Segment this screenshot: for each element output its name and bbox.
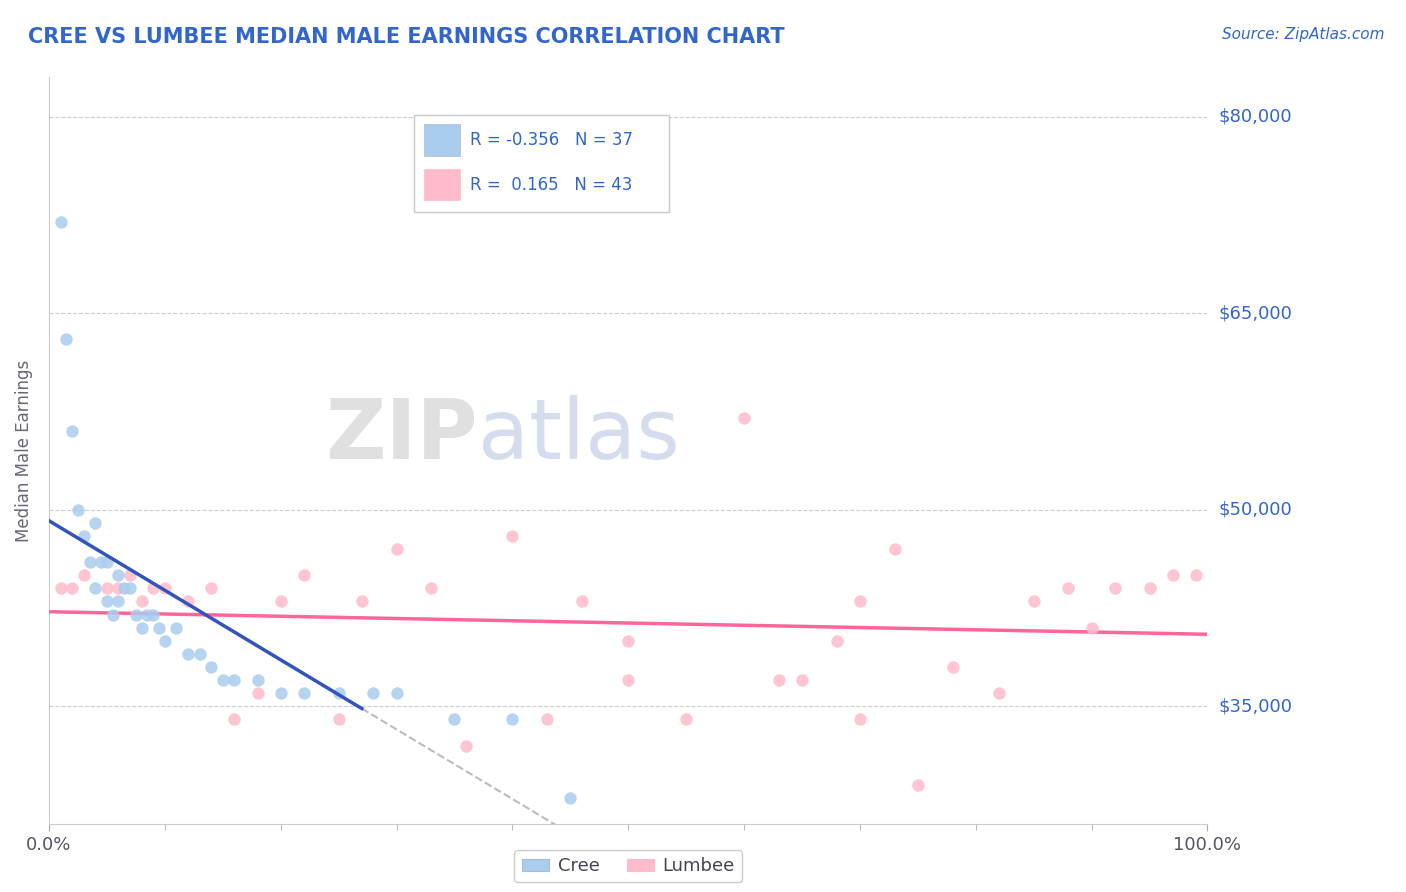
Point: [142, 607, 165, 622]
Point: [66, 503, 89, 517]
Point: [73, 529, 96, 543]
Point: [177, 594, 200, 608]
Text: Source: ZipAtlas.com: Source: ZipAtlas.com: [1222, 27, 1385, 42]
Text: $35,000: $35,000: [1219, 698, 1292, 715]
Point: [350, 594, 373, 608]
Point: [501, 529, 523, 543]
Point: [153, 582, 176, 596]
Point: [1022, 594, 1045, 608]
Point: [224, 713, 246, 727]
Point: [1104, 582, 1126, 596]
Point: [177, 647, 200, 661]
Point: [120, 568, 142, 582]
Point: [188, 647, 211, 661]
Point: [328, 686, 350, 700]
Legend: Cree, Lumbee: Cree, Lumbee: [515, 850, 742, 882]
Point: [96, 555, 118, 569]
Point: [849, 713, 872, 727]
Point: [224, 673, 246, 687]
Point: [200, 582, 222, 596]
Point: [136, 607, 159, 622]
Text: $50,000: $50,000: [1219, 500, 1292, 519]
Y-axis label: Median Male Earnings: Median Male Earnings: [15, 359, 32, 542]
Text: atlas: atlas: [478, 395, 679, 476]
Point: [60, 582, 83, 596]
Point: [987, 686, 1010, 700]
Point: [420, 582, 443, 596]
Point: [200, 660, 222, 674]
Point: [363, 686, 385, 700]
Point: [246, 673, 269, 687]
Point: [79, 555, 101, 569]
Text: $80,000: $80,000: [1219, 108, 1292, 126]
Point: [270, 686, 292, 700]
Point: [560, 791, 582, 805]
Point: [292, 568, 315, 582]
Point: [49, 582, 72, 596]
Point: [148, 621, 170, 635]
Point: [328, 713, 350, 727]
Point: [120, 582, 142, 596]
Point: [501, 713, 523, 727]
Point: [131, 621, 153, 635]
Point: [96, 594, 118, 608]
Point: [246, 686, 269, 700]
Point: [142, 582, 165, 596]
Point: [90, 555, 112, 569]
Point: [107, 594, 129, 608]
Point: [165, 621, 187, 635]
Point: [101, 607, 124, 622]
Point: [1185, 568, 1208, 582]
Point: [385, 542, 408, 557]
Point: [211, 673, 233, 687]
Point: [768, 673, 790, 687]
Point: [571, 594, 593, 608]
Point: [84, 516, 107, 530]
Point: [1057, 582, 1080, 596]
Point: [443, 713, 465, 727]
Point: [733, 411, 755, 425]
Point: [1080, 621, 1102, 635]
Point: [536, 713, 558, 727]
Point: [385, 686, 408, 700]
Point: [49, 214, 72, 228]
Point: [790, 673, 813, 687]
Point: [107, 568, 129, 582]
Point: [55, 333, 77, 347]
Point: [617, 633, 640, 648]
Point: [131, 594, 153, 608]
Point: [675, 713, 697, 727]
Point: [107, 582, 129, 596]
Point: [883, 542, 905, 557]
Text: $65,000: $65,000: [1219, 304, 1292, 322]
Text: CREE VS LUMBEE MEDIAN MALE EARNINGS CORRELATION CHART: CREE VS LUMBEE MEDIAN MALE EARNINGS CORR…: [28, 27, 785, 46]
Point: [73, 568, 96, 582]
Point: [292, 686, 315, 700]
Point: [125, 607, 148, 622]
Point: [270, 594, 292, 608]
Point: [849, 594, 872, 608]
Point: [942, 660, 965, 674]
Point: [454, 739, 477, 753]
Point: [1139, 582, 1161, 596]
Point: [617, 673, 640, 687]
Point: [84, 582, 107, 596]
Point: [1161, 568, 1184, 582]
Point: [825, 633, 848, 648]
Text: ZIP: ZIP: [325, 395, 478, 476]
Point: [153, 633, 176, 648]
Point: [60, 424, 83, 438]
Point: [96, 582, 118, 596]
Point: [112, 582, 135, 596]
Point: [907, 778, 929, 792]
